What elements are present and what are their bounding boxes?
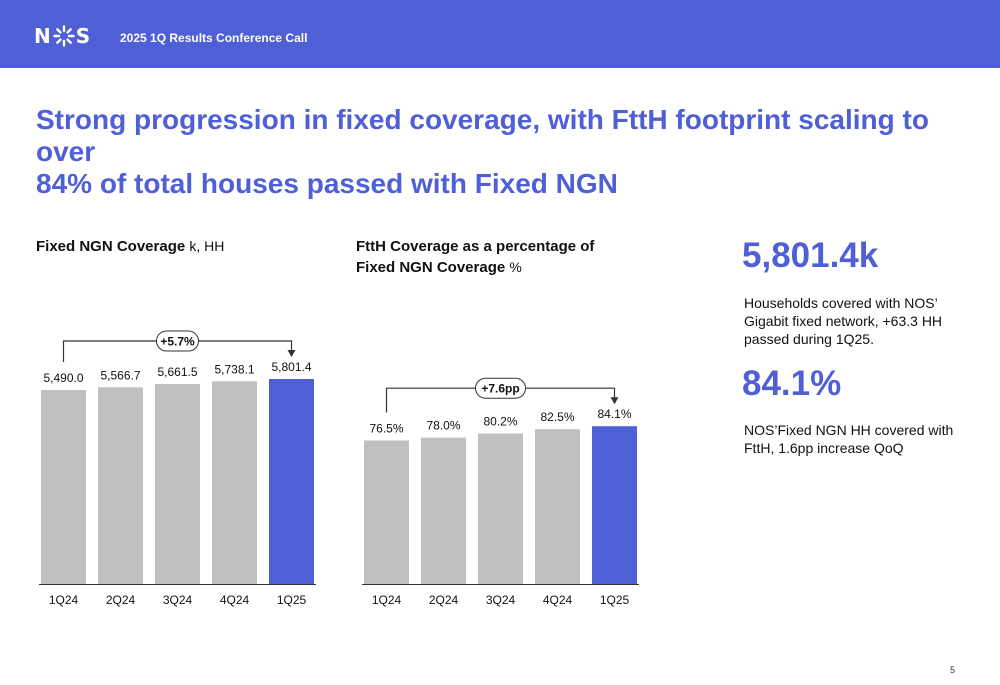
value-label-2Q24: 78.0% — [426, 419, 460, 433]
category-label-4Q24: 4Q24 — [543, 593, 573, 607]
ftth-unit: % — [509, 259, 522, 275]
logo-letter-n: N — [34, 24, 52, 48]
growth-badge-label: +7.6pp — [481, 382, 519, 396]
kpi-ftth-share-description: NOS’Fixed NGN HH covered with FttH, 1.6p… — [744, 422, 954, 456]
value-label-1Q24: 5,490.0 — [43, 371, 83, 385]
kpi-ftth-share-value: 84.1% — [742, 364, 842, 403]
bar-4Q24 — [212, 381, 257, 584]
category-label-2Q24: 2Q24 — [106, 593, 136, 607]
value-label-4Q24: 82.5% — [540, 410, 574, 424]
value-label-3Q24: 80.2% — [483, 415, 517, 429]
category-label-1Q25: 1Q25 — [277, 593, 307, 607]
value-label-1Q25: 84.1% — [597, 407, 631, 421]
headline-line-2: 84% of total houses passed with Fixed NG… — [36, 168, 618, 199]
value-label-1Q24: 76.5% — [369, 421, 403, 435]
ftth-title-line-2: Fixed NGN Coverage — [356, 259, 506, 276]
category-label-1Q24: 1Q24 — [49, 593, 79, 607]
bar-1Q24 — [364, 440, 409, 584]
fixed-ngn-unit: k, HH — [189, 238, 225, 254]
ftth-chart-title: FttH Coverage as a percentage of Fixed N… — [356, 236, 616, 278]
bar-3Q24 — [155, 383, 200, 584]
ftth-coverage-chart: 76.5% 1Q24 78.0% 2Q24 80.2% 3Q24 82.5% 4Q24 84.1… — [362, 377, 639, 607]
nos-logo: N S — [34, 24, 91, 48]
bar-1Q25 — [592, 426, 637, 584]
presentation-title: 2025 1Q Results Conference Call — [120, 31, 308, 45]
value-label-4Q24: 5,738.1 — [214, 362, 254, 376]
growth-arrow-head — [610, 397, 619, 405]
slide-headline: Strong progression in fixed coverage, wi… — [36, 104, 936, 200]
growth-badge — [156, 330, 199, 352]
fixed-ngn-title-text: Fixed NGN Coverage — [36, 238, 186, 255]
logo-letter-s: S — [75, 24, 92, 48]
bar-3Q24 — [478, 433, 523, 584]
category-label-4Q24: 4Q24 — [220, 593, 250, 607]
kpi-ngn-households-value: 5,801.4k — [742, 236, 879, 275]
bar-1Q24 — [41, 390, 86, 584]
category-label-1Q25: 1Q25 — [600, 593, 630, 607]
growth-badge-label: +5.7% — [160, 335, 195, 349]
fixed-ngn-coverage-chart: 5,490.0 1Q24 5,566.7 2Q24 5,661.5 3Q24 5,738.1… — [39, 330, 316, 607]
category-label-2Q24: 2Q24 — [429, 593, 459, 607]
value-label-2Q24: 5,566.7 — [100, 368, 140, 382]
category-label-1Q24: 1Q24 — [372, 593, 402, 607]
logo-sunburst-icon — [53, 25, 75, 47]
header-bar: N S 2025 1Q Results Conference Call — [0, 0, 1000, 68]
growth-arrow-head — [287, 350, 296, 358]
kpi-ngn-households-description: Households covered with NOS’ Gigabit fix… — [744, 295, 943, 347]
fixed-ngn-chart-title: Fixed NGN Coverage k, HH — [36, 236, 224, 257]
bar-1Q25 — [269, 379, 314, 584]
page-number: 5 — [950, 665, 956, 675]
growth-badge — [475, 377, 526, 399]
category-label-3Q24: 3Q24 — [163, 593, 193, 607]
category-label-3Q24: 3Q24 — [486, 593, 516, 607]
bar-2Q24 — [98, 387, 143, 584]
bar-4Q24 — [535, 429, 580, 584]
value-label-3Q24: 5,661.5 — [157, 365, 197, 379]
bar-2Q24 — [421, 437, 466, 584]
ftth-title-line-1: FttH Coverage as a percentage of — [356, 238, 595, 255]
headline-line-1: Strong progression in fixed coverage, wi… — [36, 104, 929, 167]
value-label-1Q25: 5,801.4 — [271, 360, 311, 374]
